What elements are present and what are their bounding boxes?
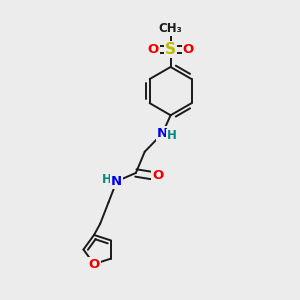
- Text: H: H: [102, 173, 112, 186]
- Text: N: N: [111, 175, 122, 188]
- Text: N: N: [157, 127, 168, 140]
- Text: O: O: [88, 258, 100, 271]
- Text: O: O: [147, 43, 159, 56]
- Text: S: S: [165, 42, 176, 57]
- Text: O: O: [152, 169, 163, 182]
- Text: O: O: [183, 43, 194, 56]
- Text: H: H: [167, 129, 177, 142]
- Text: CH₃: CH₃: [159, 22, 182, 35]
